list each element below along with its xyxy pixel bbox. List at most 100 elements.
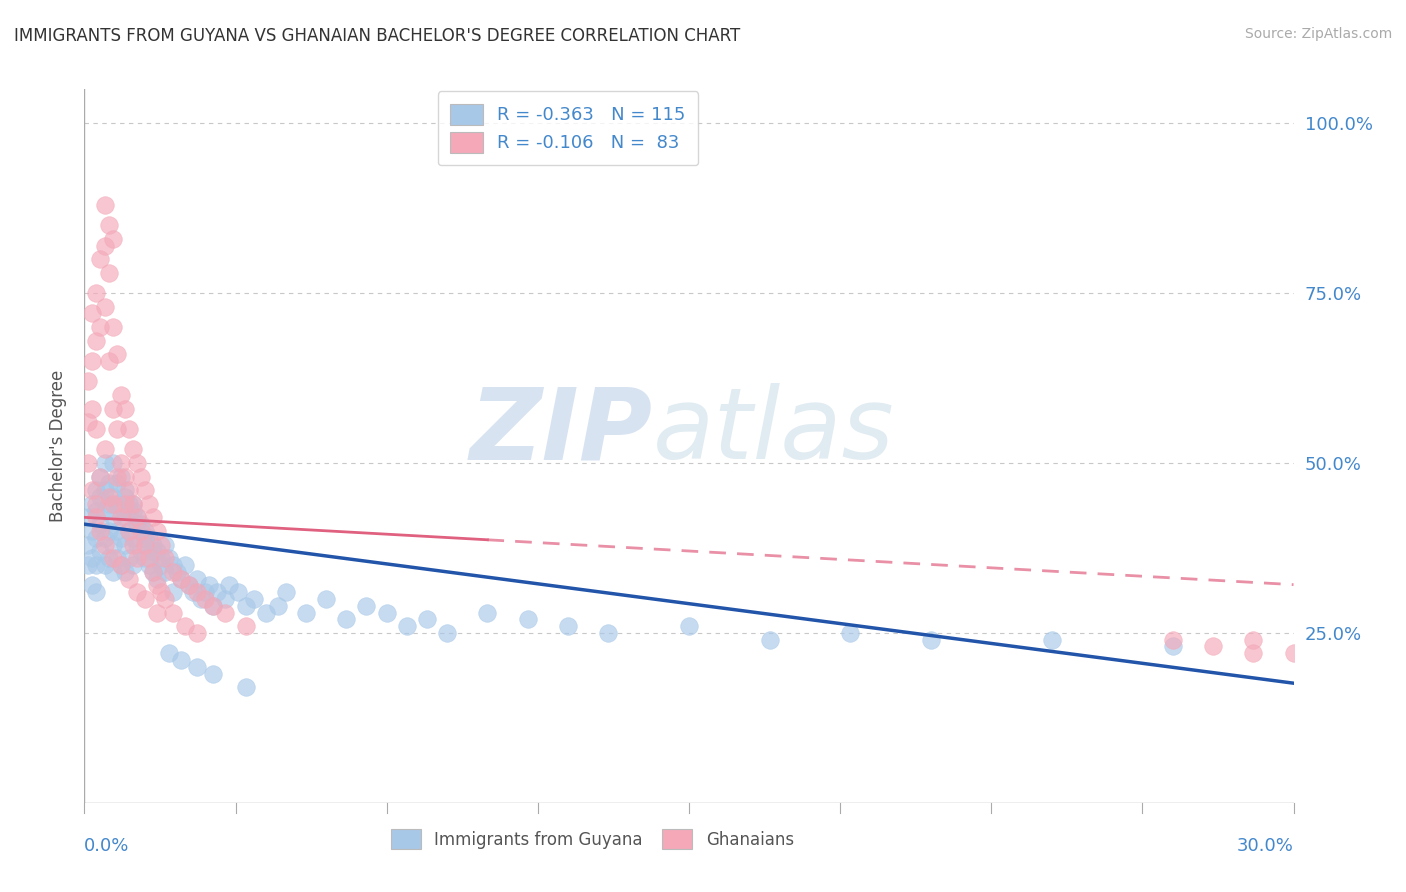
Point [110,531,132,545]
Point [214,591,236,606]
Point [146,572,169,586]
Text: Source: ZipAtlas.com: Source: ZipAtlas.com [1244,27,1392,41]
Point [149,537,172,551]
Point [678,619,700,633]
Point [436,626,458,640]
Point [235,619,257,633]
Point [101,497,124,511]
Point [142,565,165,579]
Point [1241,646,1264,660]
Point [1161,640,1184,654]
Point [142,510,165,524]
Point [125,585,148,599]
Point [149,551,172,566]
Point [198,578,221,592]
Point [242,591,264,606]
Point [146,544,169,558]
Point [86,558,108,572]
Point [118,422,141,436]
Point [142,537,165,551]
Text: 30.0%: 30.0% [1237,837,1294,855]
Point [89,469,111,483]
Point [214,606,236,620]
Point [114,510,136,524]
Point [89,490,111,504]
Point [93,456,115,470]
Point [235,680,257,694]
Point [125,517,148,532]
Point [516,612,538,626]
Point [105,524,128,538]
Point [170,653,193,667]
Point [97,476,120,491]
Point [105,551,128,566]
Point [97,490,120,504]
Point [110,469,132,483]
Point [86,503,108,517]
Point [142,544,165,558]
Text: atlas: atlas [652,384,894,480]
Point [114,497,136,511]
Point [267,599,290,613]
Point [758,632,780,647]
Point [839,626,862,640]
Point [89,252,111,266]
Point [166,565,188,579]
Point [93,531,115,545]
Point [77,558,100,572]
Point [110,456,132,470]
Point [110,558,132,572]
Point [125,537,148,551]
Point [110,558,132,572]
Point [121,531,143,545]
Point [170,572,193,586]
Point [93,300,115,314]
Point [254,606,277,620]
Point [82,551,104,566]
Point [125,551,148,566]
Point [77,375,100,389]
Point [1161,632,1184,647]
Point [129,544,152,558]
Point [920,632,942,647]
Text: Bachelor's Degree: Bachelor's Degree [49,370,66,522]
Point [134,591,156,606]
Point [134,524,156,538]
Point [118,497,141,511]
Point [162,606,184,620]
Point [146,578,169,592]
Point [93,442,115,457]
Point [97,524,120,538]
Point [129,469,152,483]
Point [157,646,180,660]
Point [101,510,124,524]
Point [153,565,176,579]
Point [114,469,136,483]
Point [118,503,141,517]
Point [82,483,104,498]
Point [105,476,128,491]
Point [202,599,225,613]
Legend: Immigrants from Guyana, Ghanaians: Immigrants from Guyana, Ghanaians [381,820,804,859]
Point [190,591,212,606]
Point [149,558,172,572]
Point [129,524,152,538]
Point [146,606,169,620]
Point [202,599,225,613]
Point [86,422,108,436]
Point [125,456,148,470]
Point [186,626,208,640]
Point [118,524,141,538]
Point [101,232,124,246]
Point [101,320,124,334]
Point [335,612,357,626]
Point [274,585,297,599]
Point [477,606,499,620]
Point [97,551,120,566]
Point [77,537,100,551]
Point [77,510,100,524]
Point [105,497,128,511]
Point [86,510,108,524]
Point [89,524,111,538]
Point [179,578,201,592]
